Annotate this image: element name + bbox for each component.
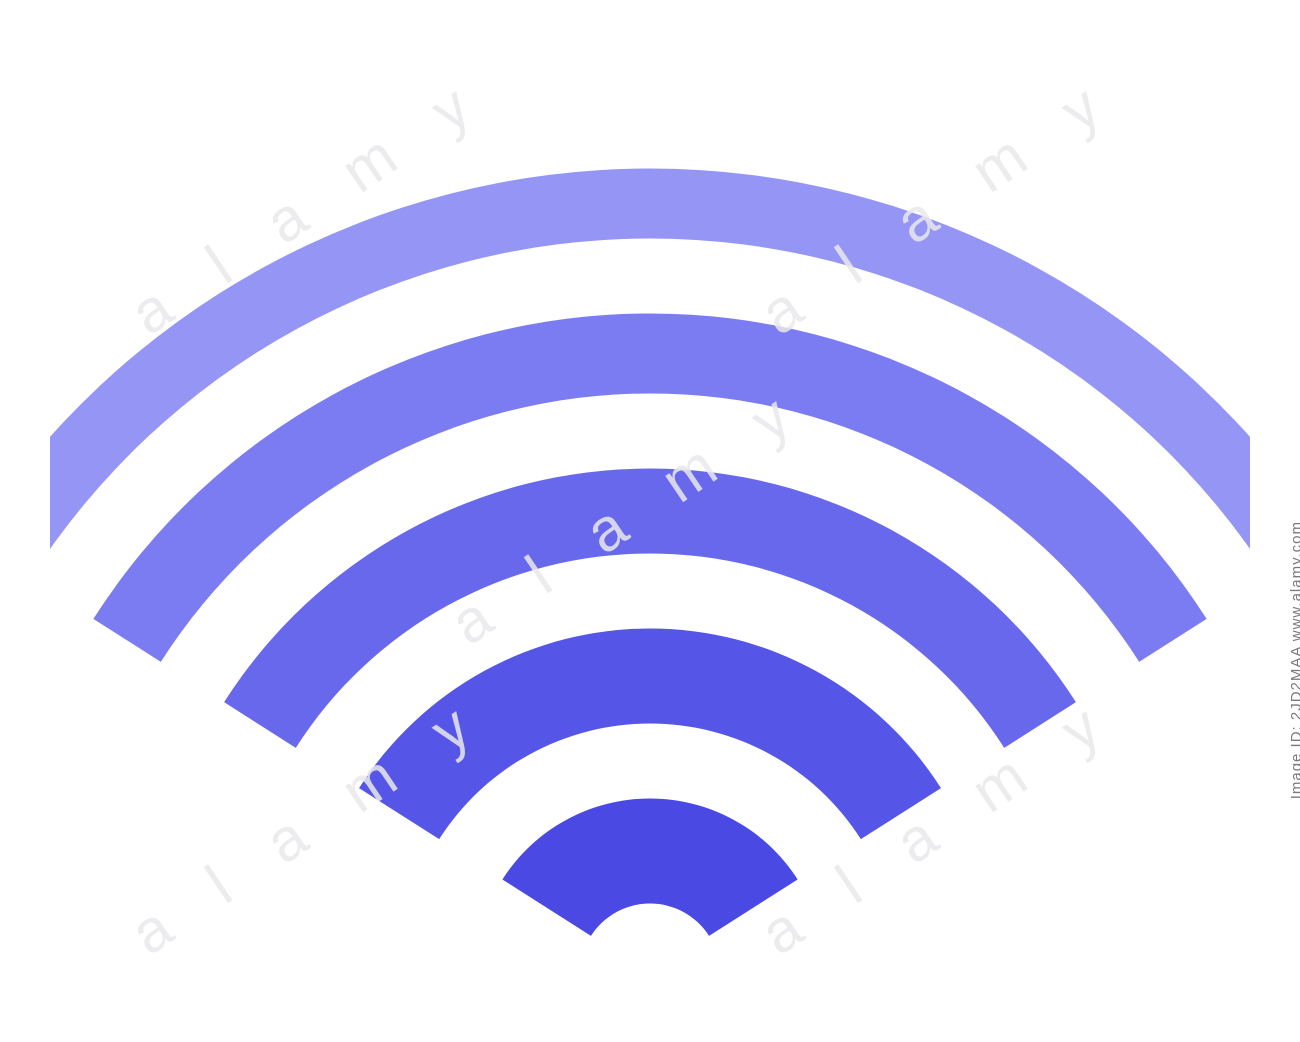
watermark-side-text: Image ID: 2JD2MAA www.alamy.com bbox=[1288, 521, 1300, 799]
watermark-letter: l bbox=[824, 232, 874, 297]
watermark-letter: l bbox=[194, 232, 244, 297]
watermark-letter: l bbox=[194, 852, 244, 917]
watermark-letter: l bbox=[824, 852, 874, 917]
watermark-letter: l bbox=[514, 542, 564, 607]
